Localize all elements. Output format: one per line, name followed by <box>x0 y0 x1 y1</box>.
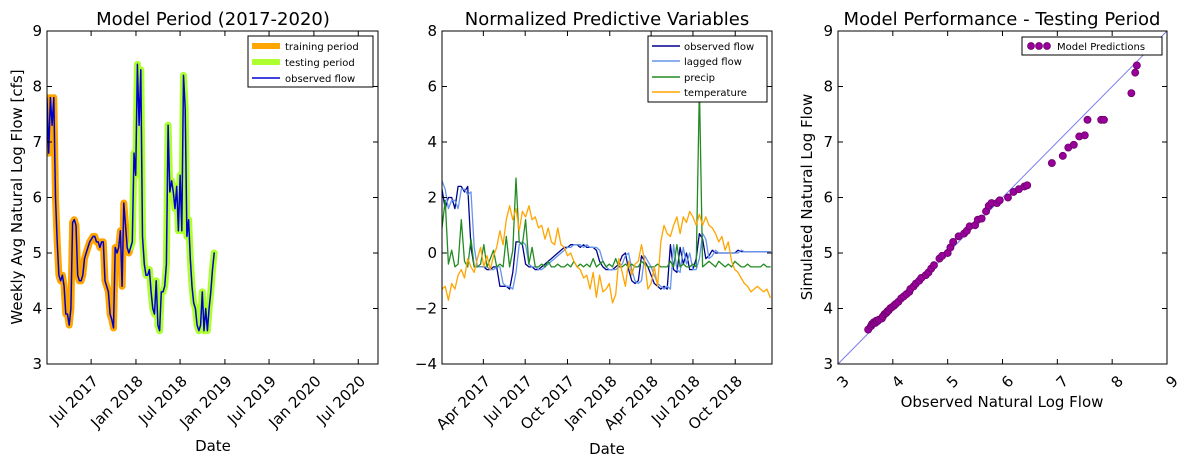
y-axis-label: Simulated Natural Log Flow <box>798 94 816 300</box>
y-tick-label: 7 <box>32 133 42 151</box>
legend-marker <box>1027 42 1035 50</box>
scatter-point <box>1099 115 1108 124</box>
scatter-point <box>1131 68 1140 77</box>
legend: Model Predictions <box>1021 36 1163 56</box>
legend-label-observed-flow: observed flow <box>684 42 754 53</box>
y-tick-label: 3 <box>823 355 833 373</box>
series-layer <box>838 31 1167 364</box>
y-tick-label: 3 <box>32 355 42 373</box>
scatter-point <box>1132 61 1141 70</box>
chart-title: Normalized Predictive Variables <box>465 9 750 30</box>
legend-label-model-predictions: Model Predictions <box>1057 42 1145 53</box>
series-line-lagged-flow <box>442 180 771 290</box>
scatter-point <box>1069 140 1078 149</box>
y-axis-label: Weekly Avg Natural Log Flow [cfs] <box>8 69 26 324</box>
y-tick-label: 9 <box>32 22 42 40</box>
y-tick-label: −4 <box>415 355 437 373</box>
legend-marker <box>1043 42 1051 50</box>
scatter-point <box>1080 131 1089 140</box>
x-axis-label: Date <box>589 440 625 458</box>
y-tick-label: 4 <box>427 133 437 151</box>
legend-label-precip: precip <box>684 73 715 84</box>
y-tick-label: 6 <box>427 78 437 96</box>
x-tick-label: 7 <box>1053 372 1072 391</box>
y-tick-label: 8 <box>427 22 437 40</box>
scatter-point <box>1004 193 1012 202</box>
y-tick-label: 6 <box>32 189 42 207</box>
scatter-point <box>930 261 938 270</box>
scatter-point <box>1058 151 1067 160</box>
legend-label-lagged-flow: lagged flow <box>684 57 742 68</box>
series-layer <box>442 85 771 304</box>
y-tick-label: 4 <box>32 300 42 318</box>
scatter-point <box>1023 181 1032 190</box>
scatter-point <box>1047 159 1056 168</box>
y-tick-label: 8 <box>32 78 42 96</box>
plot-area <box>47 60 218 335</box>
y-tick-label: 8 <box>823 78 833 96</box>
y-tick-label: 4 <box>823 300 833 318</box>
series-line-observed-flow <box>47 63 215 332</box>
legend-label-observed-flow: observed flow <box>285 74 355 85</box>
chart-model-performance: Model Performance - Testing Period 3 4 5 6 7… <box>798 9 1182 411</box>
scatter-point <box>949 237 958 246</box>
scatter-point <box>1127 89 1136 98</box>
chart-title: Model Period (2017-2020) <box>96 9 330 30</box>
y-tick-label: 9 <box>823 22 833 40</box>
plot-area <box>442 85 771 304</box>
x-tick-label: 6 <box>998 372 1017 391</box>
legend-frame <box>1021 36 1163 56</box>
series-line-training-period <box>47 94 135 332</box>
x-tick-label: Apr 2017 <box>433 372 494 433</box>
series-line-testing-period <box>127 60 218 335</box>
x-tick-label: 8 <box>1107 372 1126 391</box>
x-tick-label: 5 <box>943 372 962 391</box>
series-layer <box>47 60 218 335</box>
legend-label-testing-period: testing period <box>285 58 355 69</box>
y-tick-label: −2 <box>415 300 437 318</box>
tick-labels: 3 4 5 6 7 8 9 3 4 5 6 7 8 9 <box>823 22 1181 392</box>
legend-marker <box>1035 42 1043 50</box>
y-tick-label: 5 <box>823 244 833 262</box>
chart-title: Model Performance - Testing Period <box>844 9 1161 30</box>
series-line-precip <box>442 85 771 268</box>
legend-label-temperature: temperature <box>684 88 747 99</box>
plot-area <box>838 31 1167 364</box>
x-tick-label: 4 <box>888 372 907 391</box>
legend: observed flow lagged flow precip tempera… <box>647 35 768 103</box>
x-tick-label: 9 <box>1162 372 1181 391</box>
x-axis-label: Date <box>195 437 231 455</box>
scatter-point <box>1083 115 1092 124</box>
x-tick-label: 3 <box>833 372 852 391</box>
x-tick-label: Jul 2020 <box>312 372 369 429</box>
y-tick-label: 2 <box>427 189 437 207</box>
scatter-point <box>995 196 1004 205</box>
y-tick-label: 6 <box>823 189 833 207</box>
y-tick-label: 0 <box>427 244 437 262</box>
chart-normalized-variables: Normalized Predictive Variables −4 −2 0 2 4 6… <box>415 9 773 458</box>
y-tick-label: 7 <box>823 133 833 151</box>
series-line-temperature <box>442 205 771 304</box>
legend-frame <box>647 35 768 103</box>
y-tick-label: 5 <box>32 244 42 262</box>
legend-label-training-period: training period <box>285 42 359 53</box>
x-axis-label: Observed Natural Log Flow <box>901 393 1104 411</box>
legend: training period testing period observed … <box>247 35 374 88</box>
scatter-point <box>977 214 986 223</box>
